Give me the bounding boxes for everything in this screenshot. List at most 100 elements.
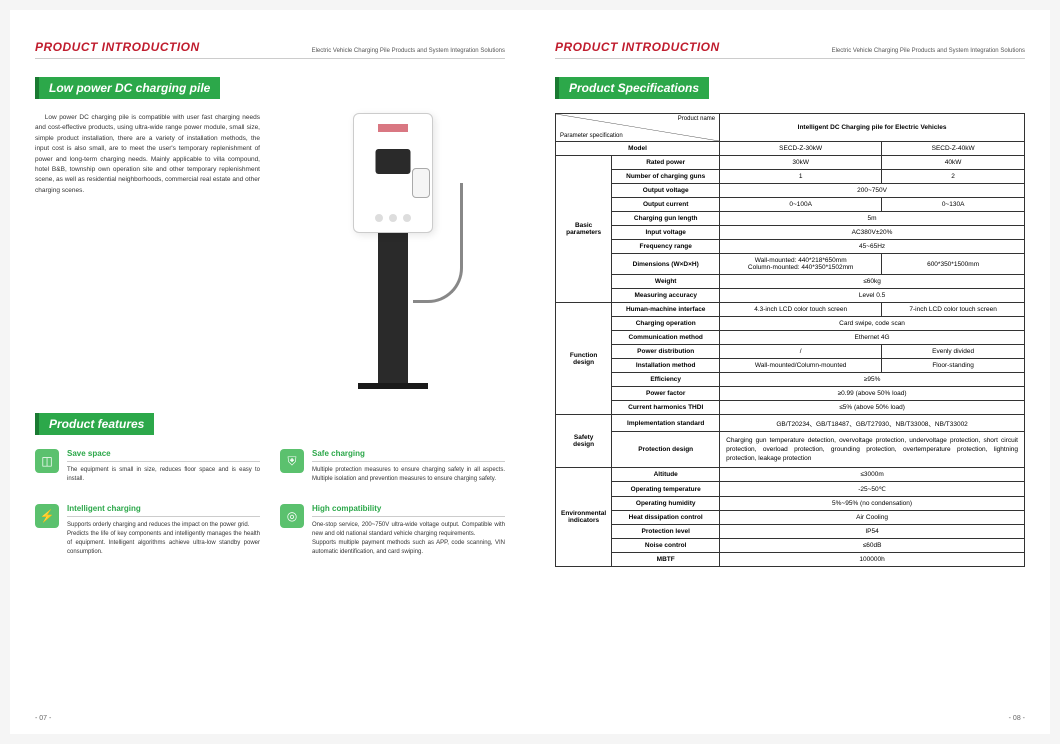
right-page: PRODUCT INTRODUCTION Electric Vehicle Ch… — [530, 10, 1050, 734]
group-cell: Safetydesign — [556, 415, 612, 468]
spec-value: 1 — [720, 170, 882, 184]
feature-item: ⛨ Safe charging Multiple protection meas… — [280, 449, 505, 484]
feature-title: Intelligent charging — [67, 504, 260, 517]
spec-value: ≤60dB — [720, 539, 1025, 553]
charger-pole — [378, 233, 408, 383]
spec-label: Human-machine interface — [612, 303, 720, 317]
group-cell: Basicparameters — [556, 156, 612, 303]
spec-label: Weight — [612, 275, 720, 289]
diag-param-spec: Parameter specification — [560, 133, 623, 139]
spec-label: Charging gun length — [612, 212, 720, 226]
feature-desc: Multiple protection measures to ensure c… — [312, 466, 505, 484]
spec-label: Operating temperature — [612, 482, 720, 497]
product-name-cell: Intelligent DC Charging pile for Electri… — [720, 114, 1025, 142]
spec-value: 600*350*1500mm — [882, 254, 1025, 275]
spec-label: Measuring accuracy — [612, 289, 720, 303]
spec-label: MBTF — [612, 553, 720, 567]
spec-value: SECD-Z-40kW — [882, 142, 1025, 156]
feature-desc: One-stop service, 200~750V ultra-wide vo… — [312, 521, 505, 557]
spec-value: 0~130A — [882, 198, 1025, 212]
feature-desc: The equipment is small in size, reduces … — [67, 466, 260, 484]
spec-value: Ethernet 4G — [720, 331, 1025, 345]
product-illustration — [280, 113, 505, 383]
spec-value: 100000h — [720, 553, 1025, 567]
spec-table: Product name Parameter specification Int… — [555, 113, 1025, 567]
header-title: PRODUCT INTRODUCTION — [555, 40, 720, 54]
page-header: PRODUCT INTRODUCTION Electric Vehicle Ch… — [35, 40, 505, 59]
spec-label: Output current — [612, 198, 720, 212]
spec-value: -25~50℃ — [720, 482, 1025, 497]
spec-value: Charging gun temperature detection, over… — [720, 432, 1025, 468]
spec-label: Output voltage — [612, 184, 720, 198]
spec-label: Efficiency — [612, 373, 720, 387]
spec-value: AC380V±20% — [720, 226, 1025, 240]
intro-row: Low power DC charging pile is compatible… — [35, 113, 505, 383]
feature-body: High compatibility One-stop service, 200… — [312, 504, 505, 557]
spec-value: GB/T20234、GB/T18487、GB/T27930、NB/T33008、… — [720, 415, 1025, 432]
spread: PRODUCT INTRODUCTION Electric Vehicle Ch… — [10, 10, 1050, 734]
feature-title: High compatibility — [312, 504, 505, 517]
spec-value: ≤5% (above 50% load) — [720, 401, 1025, 415]
spec-label: Number of charging guns — [612, 170, 720, 184]
page-number: - 07 - — [35, 715, 51, 722]
header-subtitle: Electric Vehicle Charging Pile Products … — [312, 48, 505, 54]
feature-desc: Supports orderly charging and reduces th… — [67, 521, 260, 557]
header-title: PRODUCT INTRODUCTION — [35, 40, 200, 54]
group-cell: Environmentalindicators — [556, 468, 612, 567]
spec-label: Model — [556, 142, 720, 156]
feature-icon: ◎ — [280, 504, 304, 528]
spec-value: Evenly divided — [882, 345, 1025, 359]
spec-value: ≥95% — [720, 373, 1025, 387]
spec-value: 45~65Hz — [720, 240, 1025, 254]
page-header: PRODUCT INTRODUCTION Electric Vehicle Ch… — [555, 40, 1025, 59]
spec-label: Dimensions (W×D×H) — [612, 254, 720, 275]
section-title-features: Product features — [35, 413, 154, 435]
spec-value: ≤3000m — [720, 468, 1025, 482]
charger-plug — [412, 168, 430, 198]
spec-value: 4.3-inch LCD color touch screen — [720, 303, 882, 317]
spec-value: 2 — [882, 170, 1025, 184]
section-title-product: Low power DC charging pile — [35, 77, 220, 99]
spec-value: 200~750V — [720, 184, 1025, 198]
charger-base — [358, 383, 428, 389]
features-grid: ◫ Save space The equipment is small in s… — [35, 449, 505, 557]
feature-item: ◫ Save space The equipment is small in s… — [35, 449, 260, 484]
charger-logo — [378, 124, 408, 132]
feature-body: Safe charging Multiple protection measur… — [312, 449, 505, 484]
spec-value: 7-inch LCD color touch screen — [882, 303, 1025, 317]
feature-body: Intelligent charging Supports orderly ch… — [67, 504, 260, 557]
feature-title: Save space — [67, 449, 260, 462]
spec-label: Power distribution — [612, 345, 720, 359]
left-page: PRODUCT INTRODUCTION Electric Vehicle Ch… — [10, 10, 530, 734]
page-number: - 08 - — [1009, 715, 1025, 722]
feature-item: ◎ High compatibility One-stop service, 2… — [280, 504, 505, 557]
spec-value: Wall-mounted: 440*218*650mmColumn-mounte… — [720, 254, 882, 275]
spec-value: 5m — [720, 212, 1025, 226]
spec-label: Current harmonics THDI — [612, 401, 720, 415]
feature-icon: ⚡ — [35, 504, 59, 528]
spec-value: Level 0.5 — [720, 289, 1025, 303]
spec-value: 40kW — [882, 156, 1025, 170]
spec-value: Air Cooling — [720, 511, 1025, 525]
spec-label: Installation method — [612, 359, 720, 373]
feature-icon: ◫ — [35, 449, 59, 473]
spec-value: 5%~95% (no condensation) — [720, 497, 1025, 511]
charger-buttons — [375, 214, 411, 222]
spec-label: Heat dissipation control — [612, 511, 720, 525]
spec-value: / — [720, 345, 882, 359]
spec-label: Input voltage — [612, 226, 720, 240]
intro-text: Low power DC charging pile is compatible… — [35, 113, 260, 383]
feature-item: ⚡ Intelligent charging Supports orderly … — [35, 504, 260, 557]
diag-product-name: Product name — [678, 116, 715, 122]
spec-label: Rated power — [612, 156, 720, 170]
spec-value: IP54 — [720, 525, 1025, 539]
feature-title: Safe charging — [312, 449, 505, 462]
spec-value: Card swipe, code scan — [720, 317, 1025, 331]
spec-value: 30kW — [720, 156, 882, 170]
spec-label: Implementation standard — [612, 415, 720, 432]
spec-value: 0~100A — [720, 198, 882, 212]
charger-graphic — [318, 113, 468, 383]
spec-label: Communication method — [612, 331, 720, 345]
spec-label: Protection design — [612, 432, 720, 468]
spec-label: Noise control — [612, 539, 720, 553]
